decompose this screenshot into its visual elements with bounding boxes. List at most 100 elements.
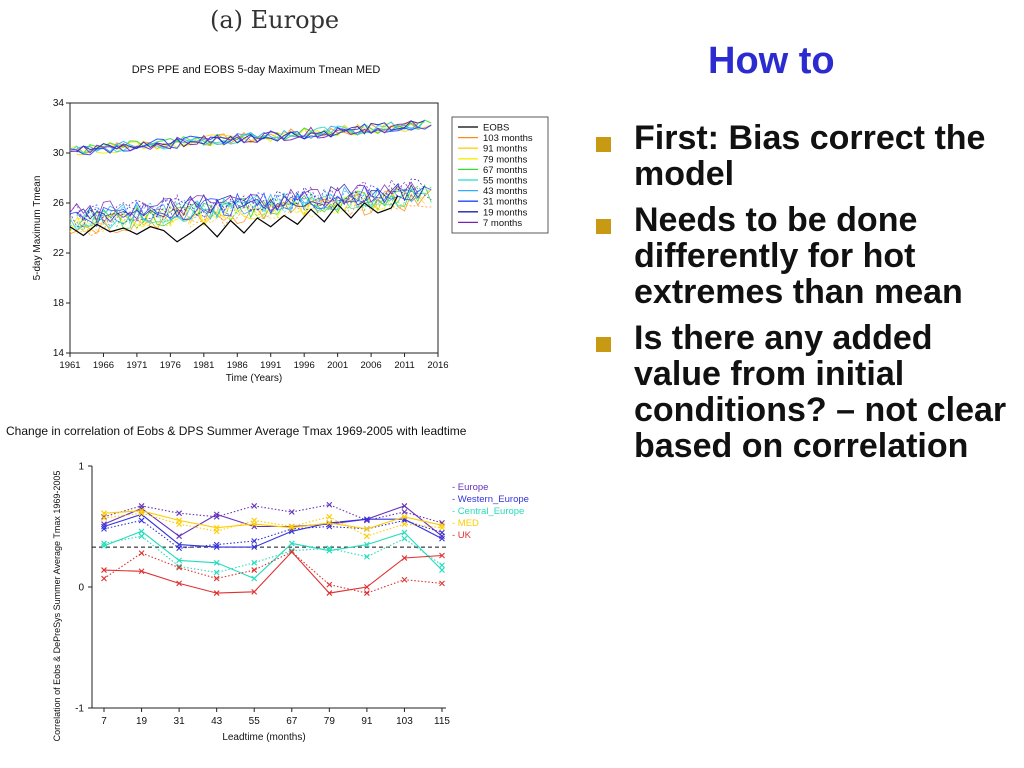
model-series-line	[69, 120, 419, 154]
data-point-marker	[439, 529, 445, 536]
model-series-line	[76, 185, 432, 229]
legend-label: 43 months	[483, 186, 528, 197]
model-series-line	[69, 122, 432, 155]
bullet-square-icon	[596, 337, 611, 352]
data-point-marker	[401, 521, 408, 527]
x-axis-label: Time (Years)	[226, 373, 283, 384]
x-tick-label: 115	[434, 716, 450, 727]
correlation-chart: Change in correlation of Eobs & DPS Summ…	[6, 424, 529, 743]
x-tick-label: 1986	[227, 360, 248, 371]
y-axis-label: 5-day Maximum Tmean	[32, 176, 43, 281]
model-series-line	[69, 185, 432, 227]
bullet-text: Is there any added value from initial co…	[634, 319, 1007, 465]
y-tick-label: 34	[53, 98, 65, 109]
chart-title: DPS PPE and EOBS 5-day Maximum Tmean MED	[132, 64, 381, 76]
data-point-marker	[213, 544, 220, 550]
y-axis-label: Correlation of Eobs & DePreSys Summer Av…	[52, 471, 62, 742]
data-point-marker	[213, 569, 220, 576]
legend-label: - Europe	[452, 482, 488, 493]
data-point-marker	[326, 547, 333, 554]
x-tick-label: 1976	[160, 360, 181, 371]
model-series-line	[69, 178, 419, 222]
plot-frame	[69, 102, 439, 354]
data-point-marker	[251, 588, 258, 595]
x-tick-label: 55	[249, 716, 261, 727]
x-tick-label: 2011	[394, 360, 414, 371]
bullet-text: Needs to be done differently for hot ext…	[634, 201, 963, 311]
model-series-line	[76, 190, 425, 234]
data-point-marker	[439, 580, 445, 587]
data-point-marker	[364, 516, 370, 523]
x-tick-label: 67	[286, 716, 298, 727]
x-tick-label: 1981	[193, 360, 214, 371]
data-point-marker	[364, 590, 370, 596]
data-point-marker	[251, 567, 258, 573]
data-point-marker	[251, 559, 258, 566]
x-tick-label: 31	[174, 716, 186, 727]
data-point-marker	[364, 526, 370, 532]
data-point-marker	[401, 535, 408, 542]
series-lines	[101, 501, 445, 596]
x-tick-label: 1961	[59, 360, 80, 371]
data-point-marker	[251, 521, 258, 527]
data-point-marker	[213, 511, 220, 518]
data-point-marker	[326, 590, 333, 596]
data-point-marker	[101, 510, 107, 517]
x-tick-label: 103	[396, 716, 413, 727]
y-tick-label: 18	[53, 298, 65, 309]
data-point-marker	[251, 575, 258, 582]
model-series-line	[76, 183, 425, 223]
x-tick-label: 91	[361, 716, 373, 727]
legend-label: 67 months	[483, 165, 528, 176]
data-point-marker	[176, 580, 182, 587]
data-point-marker	[364, 553, 370, 560]
data-point-marker	[288, 524, 295, 531]
data-point-marker	[101, 515, 107, 521]
series-line-solid	[103, 510, 443, 530]
legend-label: 91 months	[483, 144, 528, 155]
data-point-marker	[138, 568, 145, 575]
legend-box	[451, 116, 549, 234]
legend-label: 103 months	[483, 133, 533, 144]
data-point-marker	[401, 555, 408, 561]
y-tick-label: 1	[78, 462, 84, 473]
data-point-marker	[101, 542, 107, 549]
model-series-line	[76, 123, 419, 153]
slide-title: How to	[708, 40, 835, 82]
data-point-marker	[401, 529, 408, 536]
data-point-marker	[101, 567, 107, 573]
y-tick-label: 22	[53, 248, 65, 259]
legend-label: EOBS	[483, 123, 509, 134]
timeseries-chart: DPS PPE and EOBS 5-day Maximum Tmean MED…	[32, 64, 549, 384]
data-point-marker	[176, 541, 182, 548]
x-tick-label: 2006	[361, 360, 382, 371]
y-tick-label: 0	[78, 583, 84, 594]
data-point-marker	[326, 581, 333, 588]
data-point-marker	[213, 590, 220, 596]
y-tick-label: 30	[53, 148, 65, 159]
bullet-item: Needs to be done differently for hot ext…	[596, 202, 1020, 310]
series-lines	[69, 119, 432, 243]
data-point-marker	[401, 513, 408, 520]
x-tick-label: 79	[324, 716, 336, 727]
x-tick-label: 1996	[294, 360, 315, 371]
data-point-marker	[439, 524, 445, 531]
data-point-marker	[288, 549, 295, 555]
data-point-marker	[401, 503, 408, 509]
data-point-marker	[101, 575, 107, 582]
legend-label: 7 months	[483, 218, 522, 229]
data-point-marker	[138, 505, 145, 512]
y-tick-label: 26	[53, 198, 65, 209]
model-series-line	[69, 181, 419, 222]
x-tick-label: 7	[101, 716, 107, 727]
x-tick-label: 19	[136, 716, 148, 727]
legend-label: 19 months	[483, 207, 528, 218]
data-point-marker	[138, 517, 145, 524]
data-point-marker	[176, 517, 182, 524]
bullet-item: First: Bias correct the model	[596, 120, 1020, 192]
bullet-list: First: Bias correct the model Needs to b…	[596, 120, 1020, 474]
data-point-marker	[326, 513, 333, 520]
legend-label: - MED	[452, 518, 479, 529]
data-point-marker	[364, 533, 370, 540]
y-tick-label: 14	[53, 348, 65, 359]
